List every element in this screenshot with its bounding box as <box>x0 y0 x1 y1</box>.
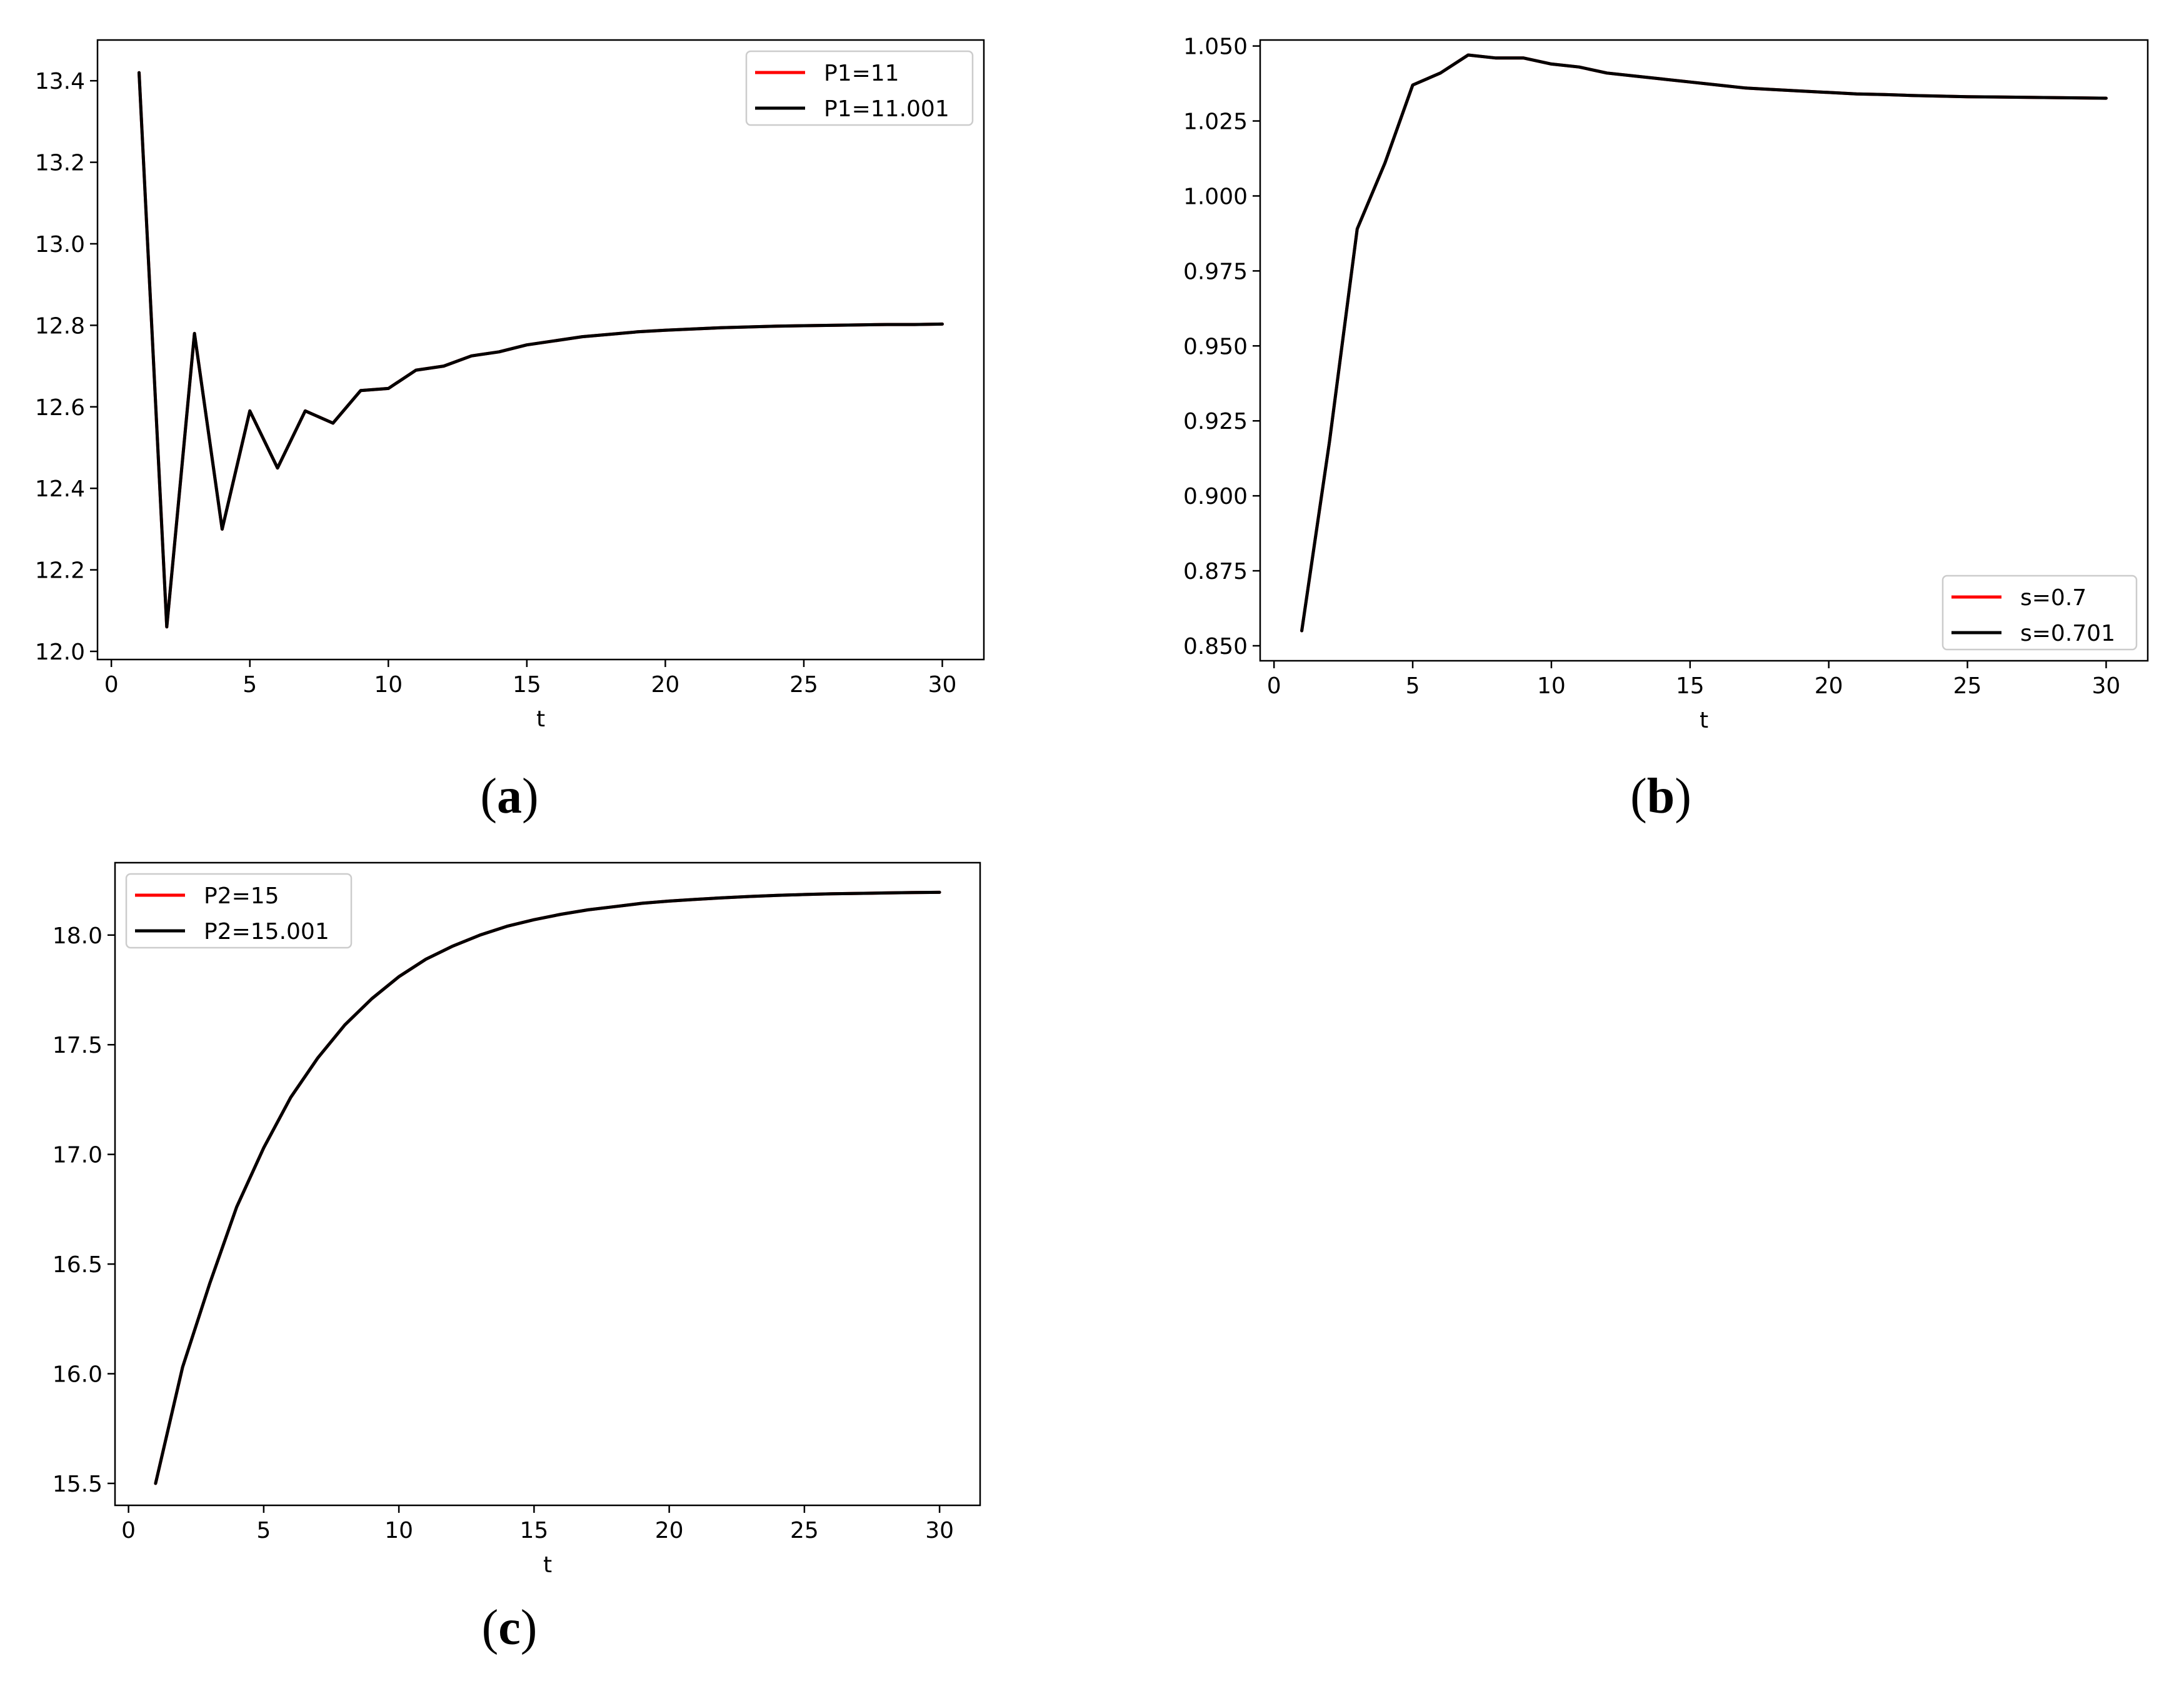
y-tick-label: 12.2 <box>35 558 85 584</box>
x-tick-label: 30 <box>2092 673 2121 699</box>
y-tick-label: 0.975 <box>1183 259 1248 284</box>
y-tick-label: 12.6 <box>35 395 85 421</box>
series-line-1 <box>138 71 944 629</box>
legend-label-1: P1=11 <box>824 61 899 86</box>
x-tick-label: 20 <box>655 1518 684 1543</box>
y-tick-label: 13.0 <box>35 232 85 258</box>
series-line-2 <box>138 71 944 629</box>
y-tick-label: 0.900 <box>1183 484 1248 509</box>
panel-label-open: ( <box>1630 769 1647 824</box>
x-tick-label: 30 <box>925 1518 954 1543</box>
panel-label-open: ( <box>480 769 497 824</box>
y-tick-label: 12.4 <box>35 476 85 502</box>
axes-frame <box>114 861 981 1507</box>
x-tick-label: 30 <box>928 672 957 698</box>
y-tick-label: 16.0 <box>53 1362 103 1387</box>
panel-label-letter: c <box>498 1600 521 1655</box>
y-tick-label: 15.5 <box>53 1472 103 1497</box>
legend-label-1: P2=15 <box>204 883 279 909</box>
y-tick-label: 12.0 <box>35 640 85 665</box>
y-tick-label: 13.4 <box>35 69 85 94</box>
y-tick-label: 1.050 <box>1183 34 1248 60</box>
x-axis-label: t <box>1700 708 1708 733</box>
x-tick-label: 25 <box>1953 673 1982 699</box>
x-tick-label: 20 <box>651 672 680 698</box>
x-tick-label: 0 <box>1267 673 1281 699</box>
y-tick-label: 0.950 <box>1183 334 1248 359</box>
x-tick-label: 10 <box>384 1518 413 1543</box>
x-tick-label: 25 <box>790 1518 819 1543</box>
legend-label-1: s=0.7 <box>2020 585 2086 611</box>
panel-label: (b) <box>1630 769 1691 824</box>
y-tick-label: 17.0 <box>53 1143 103 1168</box>
y-tick-label: 13.2 <box>35 151 85 176</box>
legend: P2=15 P2=15.001 <box>125 873 353 949</box>
panel-label: (a) <box>480 769 538 824</box>
x-tick-label: 10 <box>1537 673 1566 699</box>
axes-frame <box>96 39 985 661</box>
legend-label-2: s=0.701 <box>2020 621 2115 646</box>
y-tick-label: 0.925 <box>1183 409 1248 434</box>
y-tick-label: 12.8 <box>35 313 85 339</box>
panel-label-close: ) <box>521 1600 538 1655</box>
chart-panel-b: 0 5 10 15 20 25 30 0.850 0.875 0.900 0.925 0.950 0.9… <box>1183 34 2149 824</box>
legend: P1=11 P1=11.001 <box>745 50 974 126</box>
x-axis-label: t <box>543 1552 552 1578</box>
x-tick-label: 10 <box>374 672 403 698</box>
x-tick-label: 5 <box>243 672 257 698</box>
series-line-2 <box>154 890 941 1485</box>
series-line-2 <box>1300 53 2108 633</box>
y-tick-label: 0.875 <box>1183 559 1248 585</box>
legend-label-2: P2=15.001 <box>204 919 329 945</box>
x-axis-label: t <box>536 706 545 732</box>
panel-label-close: ) <box>1675 769 1691 824</box>
x-tick-label: 5 <box>256 1518 271 1543</box>
x-tick-label: 25 <box>789 672 818 698</box>
y-tick-label: 1.025 <box>1183 109 1248 135</box>
x-tick-label: 15 <box>519 1518 548 1543</box>
x-tick-label: 0 <box>121 1518 136 1543</box>
panel-label: (c) <box>482 1600 538 1655</box>
y-tick-label: 17.5 <box>53 1033 103 1058</box>
x-tick-label: 20 <box>1815 673 1843 699</box>
panel-label-close: ) <box>522 769 539 824</box>
x-tick-label: 5 <box>1406 673 1420 699</box>
chart-panel-a: 0 5 10 15 20 25 30 12.0 12.2 12.4 12.6 12.8 13.0 13.2… <box>35 39 985 824</box>
series-line-1 <box>1300 53 2108 633</box>
panel-label-letter: a <box>497 769 522 824</box>
x-tick-label: 15 <box>1676 673 1705 699</box>
axes-frame <box>1259 39 2149 662</box>
series-line-1 <box>154 890 941 1485</box>
y-tick-label: 16.5 <box>53 1252 103 1278</box>
x-tick-label: 0 <box>104 672 119 698</box>
y-tick-label: 1.000 <box>1183 184 1248 209</box>
x-tick-label: 15 <box>513 672 541 698</box>
panel-label-open: ( <box>482 1600 499 1655</box>
legend: s=0.7 s=0.701 <box>1941 575 2138 651</box>
chart-panel-c: 0 5 10 15 20 25 30 15.5 16.0 16.5 17.0 17.5 18.0 t P2=… <box>53 861 981 1655</box>
legend-label-2: P1=11.001 <box>824 96 949 122</box>
y-tick-label: 18.0 <box>53 923 103 949</box>
y-tick-label: 0.850 <box>1183 634 1248 660</box>
panel-label-letter: b <box>1647 769 1675 824</box>
